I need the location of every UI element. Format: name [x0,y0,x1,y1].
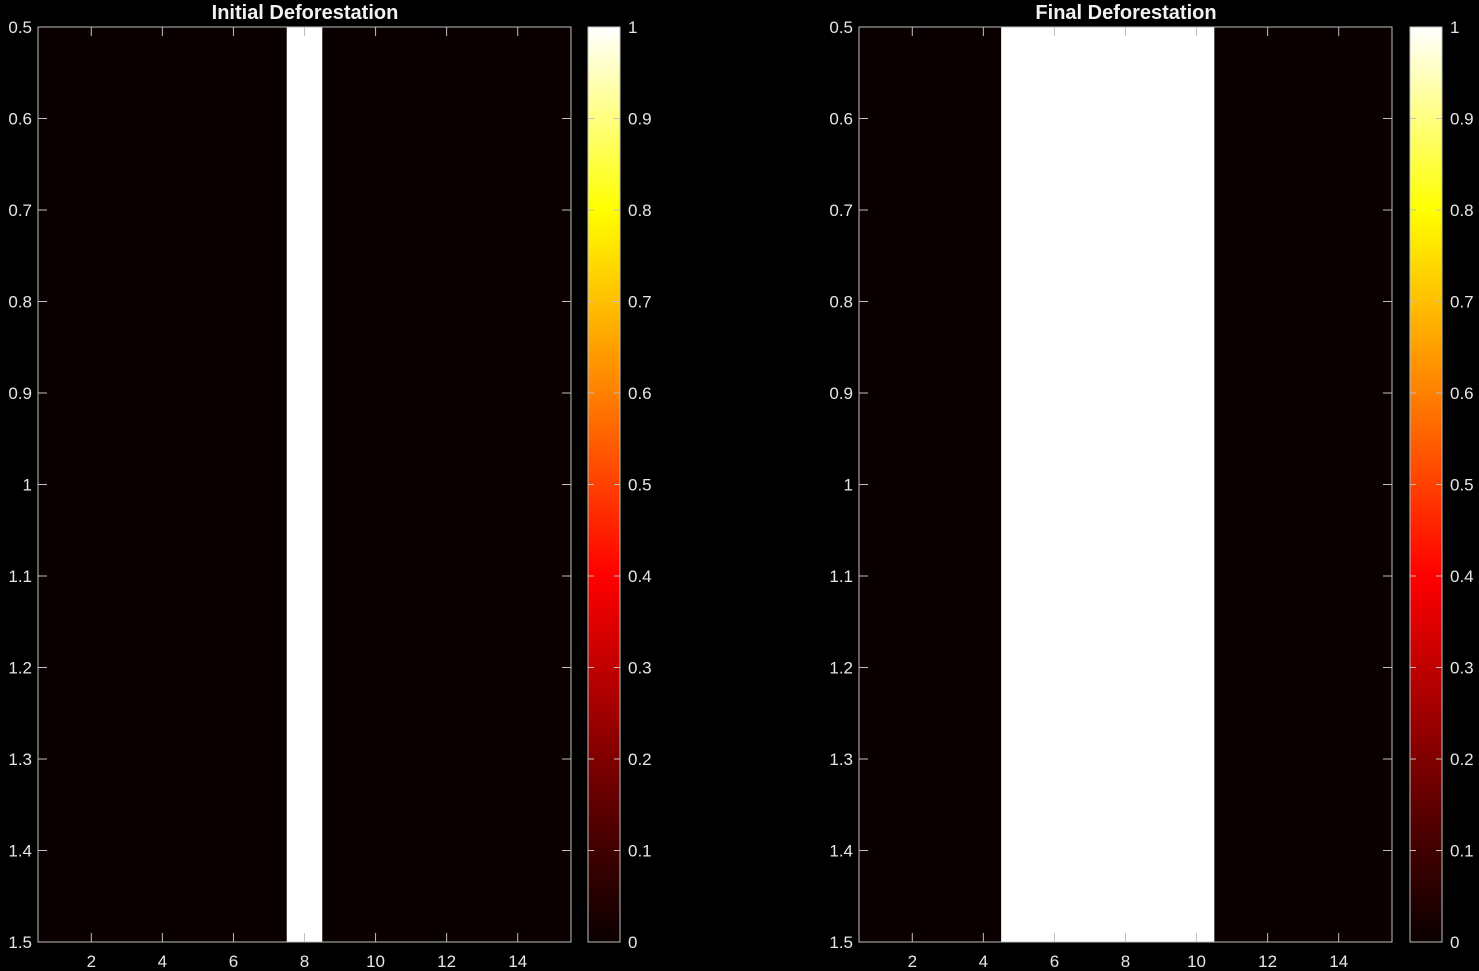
colorbar-tick-label: 0.7 [1450,293,1474,312]
x-tick-label: 4 [979,952,988,971]
heatmap-cell [393,27,430,942]
heatmap-cell [215,27,252,942]
heatmap-cell [1001,27,1038,942]
x-tick-label: 14 [508,952,527,971]
colorbar-tick-label: 0 [628,933,637,952]
heatmap-cell [1178,27,1215,942]
heatmap-cell [322,27,359,942]
colorbar-tick-label: 0.5 [1450,476,1474,495]
y-tick-label: 0.8 [8,293,32,312]
x-tick-label: 8 [1121,952,1130,971]
y-tick-label: 1.2 [8,659,32,678]
heatmap-cell [894,27,931,942]
heatmap-cell [930,27,967,942]
heatmap-cell [1036,27,1073,942]
x-tick-label: 2 [908,952,917,971]
heatmap-cell [464,27,501,942]
colorbar-tick-label: 0.6 [1450,384,1474,403]
y-tick-label: 0.6 [829,110,853,129]
y-tick-label: 1 [844,476,853,495]
heatmap-cell [357,27,394,942]
x-tick-label: 2 [87,952,96,971]
colorbar-tick-label: 0.1 [628,842,652,861]
heatmap-cell [286,27,323,942]
y-tick-label: 1 [23,476,32,495]
y-tick-label: 0.5 [8,18,32,37]
heatmap-cell [1320,27,1358,942]
x-tick-label: 6 [1050,952,1059,971]
colorbar-tick-label: 0.8 [628,201,652,220]
colorbar-tick-label: 0.2 [1450,750,1474,769]
x-tick-label: 10 [366,952,385,971]
chart-title: Initial Deforestation [212,2,399,24]
y-tick-label: 0.5 [829,18,853,37]
colorbar-tick-label: 0.3 [1450,659,1474,678]
colorbar-tick-label: 0.3 [628,659,652,678]
colorbar-tick-label: 0.6 [628,384,652,403]
y-tick-label: 1.4 [8,842,32,861]
heatmap-cell [965,27,1002,942]
heatmap-panel-initial: Initial Deforestation 2 4 6 8 10 12 140.50.60.… [8,2,651,971]
y-tick-label: 1.5 [829,933,853,952]
colorbar-tick-label: 0 [1450,933,1459,952]
colorbar-tick-label: 0.4 [628,567,652,586]
colorbar-tick-label: 1 [628,18,637,37]
heatmap-cell [251,27,288,942]
colorbar-tick-label: 0.8 [1450,201,1474,220]
heatmap-cell [1107,27,1144,942]
heatmap-cell [1072,27,1109,942]
heatmap-cell [1143,27,1180,942]
colorbar-tick-label: 0.9 [628,110,652,129]
y-tick-label: 0.6 [8,110,32,129]
x-tick-label: 6 [229,952,238,971]
y-tick-label: 0.8 [829,293,853,312]
heatmap-cell [1214,27,1251,942]
heatmap-cell [499,27,537,942]
colorbar-tick-label: 0.2 [628,750,652,769]
y-tick-label: 1.2 [829,659,853,678]
heatmap-cell [109,27,146,942]
heatmap-cell [428,27,465,942]
y-tick-label: 0.7 [829,201,853,220]
heatmap-cell [180,27,217,942]
colorbar-tick-label: 0.5 [628,476,652,495]
y-tick-label: 1.4 [829,842,853,861]
y-tick-label: 1.5 [8,933,32,952]
y-tick-label: 0.9 [829,384,853,403]
y-tick-label: 1.3 [8,750,32,769]
colorbar-tick-label: 0.4 [1450,567,1474,586]
y-tick-label: 1.1 [8,567,32,586]
colorbar-tick-label: 0.1 [1450,842,1474,861]
y-tick-label: 1.1 [829,567,853,586]
y-tick-label: 0.9 [8,384,32,403]
x-tick-label: 12 [437,952,456,971]
heatmap-cell [73,27,110,942]
x-tick-label: 4 [158,952,167,971]
y-tick-label: 0.7 [8,201,32,220]
x-tick-label: 8 [300,952,309,971]
heatmap-cell [1285,27,1322,942]
heatmap-cell [144,27,181,942]
colorbar-tick-label: 0.9 [1450,110,1474,129]
heatmap-panel-final: Final Deforestation 2 4 6 8 10 12 140.50.60.70… [829,2,1473,971]
heatmap-cell [1249,27,1286,942]
x-tick-label: 12 [1258,952,1277,971]
y-tick-label: 1.3 [829,750,853,769]
colorbar-tick-label: 0.7 [628,293,652,312]
x-tick-label: 14 [1329,952,1348,971]
x-tick-label: 10 [1187,952,1206,971]
chart-title: Final Deforestation [1035,2,1216,24]
colorbar-tick-label: 1 [1450,18,1459,37]
